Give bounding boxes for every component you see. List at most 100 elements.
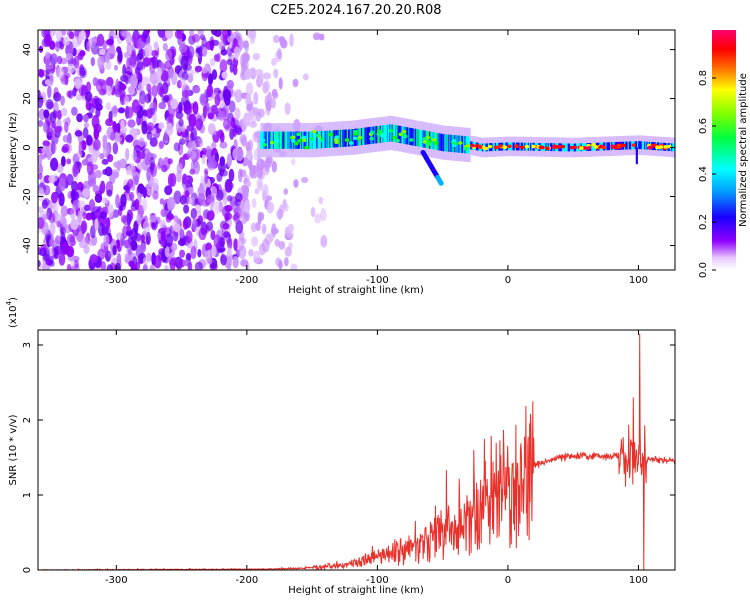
spectrogram-noise-blob [168,113,174,124]
spectrogram-noise-blob [283,188,289,195]
spectrogram-noise-blob [43,121,48,133]
spectrogram-noise-blob [201,37,207,48]
spectrogram-noise-blob [117,107,126,114]
spectrogram-noise-blob [38,164,44,176]
spectrogram-noise-blob [197,30,204,35]
spectrogram-noise-blob [67,63,76,74]
signal-peak [398,132,403,137]
signal-band [567,143,570,152]
spectrogram-noise-blob [214,94,221,107]
spectrogram-noise-blob [178,118,184,127]
spectrogram-noise-blob [229,62,234,73]
snr-plot-area [38,330,675,570]
signal-band [437,133,439,151]
spectrogram-noise-blob [79,66,87,79]
spectrogram-noise-blob [184,190,190,198]
signal-band [344,129,347,147]
spectrogram-noise-blob [138,97,146,104]
signal-band [419,129,422,147]
spectrogram-noise-blob [49,238,55,247]
spectrogram-noise-blob [152,177,159,187]
spectrogram-noise-blob [194,65,203,73]
signal-band [325,130,328,148]
signal-peak [539,145,544,150]
spectrogram-noise-blob [215,189,224,201]
signal-band [386,124,389,142]
spectrogram-noise-blob [219,156,226,167]
spectrogram-noise-blob [201,66,209,74]
signal-peak [470,143,475,148]
spectrogram-noise-blob [188,186,194,195]
spectrogram-noise-blob [53,213,63,220]
snr-scale-close: ) [8,297,19,301]
spectrogram-noise-blob [170,98,179,110]
signal-band [356,128,358,146]
spectrogram-noise-blob [141,76,150,86]
signal-band [349,129,351,147]
spectrogram-noise-blob [243,185,250,195]
signal-band [413,128,416,146]
spectrogram-noise-blob [314,213,322,224]
signal-peak [434,141,439,145]
spectrogram-noise-blob [170,242,178,252]
signal-band [449,134,451,152]
signal-band [607,142,610,151]
spectrogram-noise-blob [138,137,145,148]
spectrogram-noise-blob [158,122,165,130]
spectrogram-noise-blob [125,147,130,161]
signal-halo [258,130,261,165]
signal-band [288,131,290,149]
spectrogram-noise-blob [161,164,168,173]
signal-band [282,131,284,149]
signal-streak [635,156,638,159]
spectrogram-noise-blob [81,158,89,166]
spectrogram-noise-blob [209,57,216,67]
spectrogram-noise-blob [38,119,44,127]
signal-band [279,131,282,149]
spectrogram-noise-blob [105,118,114,127]
signal-band [367,127,370,145]
spectrogram-noise-blob [141,120,148,135]
spectrogram-noise-blob [38,155,43,166]
spectrogram-noise-blob [121,30,130,37]
snr-marks [38,333,675,570]
spectrogram-noise-blob [318,196,324,205]
spectrogram-noise-blob [140,242,146,253]
signal-band [416,129,418,147]
spectrogram-noise-blob [119,158,128,169]
spectrogram-noise-blob [270,97,276,109]
signal-peak [369,130,375,135]
signal-peak [514,144,519,149]
spectrogram-noise-blob [211,69,218,80]
spectrogram-noise-blob [65,42,74,56]
signal-peak [422,136,427,141]
spectrogram-noise-blob [274,238,281,247]
signal-band [629,141,632,150]
spectrogram-noise-blob [265,100,272,112]
signal-peak [427,142,432,146]
signal-streak [635,150,638,152]
signal-peak [304,145,309,150]
spectrogram-noise-blob [241,237,247,245]
y-tick-label: 40 [22,43,33,56]
spectrogram-noise-blob [249,172,258,179]
signal-band [313,131,316,149]
signal-band [385,124,388,143]
signal-peak [582,146,587,150]
spectrogram-noise-blob [129,75,139,88]
spectrogram-noise-blob [82,211,87,220]
spectrogram-noise-blob [38,95,44,109]
signal-band [366,127,369,145]
spectrogram-noise-blob [53,245,63,255]
spectrogram-noise-blob [245,82,254,97]
spectrogram-noise-blob [76,113,83,123]
snr-y-ticks: 0 1 2 3 [22,342,675,573]
spectrogram-noise-blob [234,30,239,40]
spectrogram-noise-blob [102,169,108,176]
spectrogram-noise-blob [172,229,179,242]
spectrogram-noise-blob [172,219,177,231]
spectrogram-noise-blob [164,60,173,70]
signal-peak [557,145,562,149]
spectrogram-noise-blob [92,76,98,87]
spectrogram-noise-blob [227,237,233,251]
